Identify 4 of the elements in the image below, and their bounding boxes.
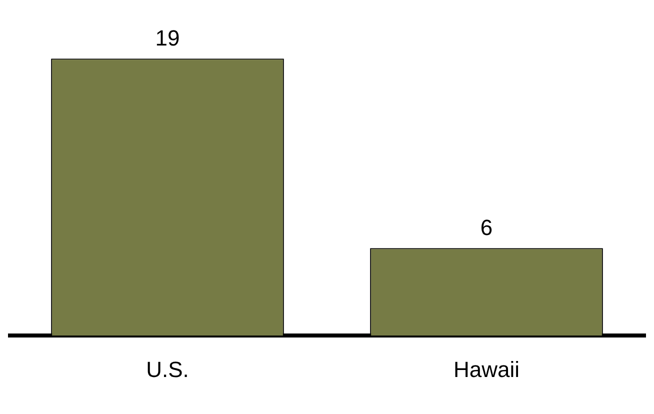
x-tick-label: U.S.	[146, 356, 189, 382]
x-tick-label: Hawaii	[453, 356, 520, 382]
data-label: 19	[155, 26, 180, 51]
data-label: 6	[480, 215, 493, 240]
